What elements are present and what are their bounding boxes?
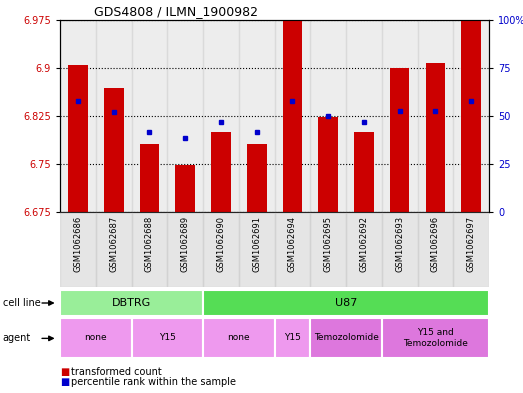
Bar [275,318,310,358]
Bar [167,212,203,287]
Text: GSM1062686: GSM1062686 [74,216,83,272]
Text: GDS4808 / ILMN_1900982: GDS4808 / ILMN_1900982 [95,6,258,18]
Bar [104,88,123,212]
Bar [239,212,275,287]
Bar [382,318,489,358]
Bar [60,212,96,287]
Bar [96,212,132,287]
Bar [382,20,417,212]
Bar [211,132,231,212]
Bar [203,318,275,358]
Text: percentile rank within the sample: percentile rank within the sample [71,377,235,387]
Text: GSM1062690: GSM1062690 [217,216,225,272]
Text: Y15 and
Temozolomide: Y15 and Temozolomide [403,328,468,348]
Bar [60,318,132,358]
Text: Temozolomide: Temozolomide [314,334,379,342]
Text: GSM1062688: GSM1062688 [145,216,154,272]
Bar [453,20,489,212]
Bar [68,64,88,212]
Bar [275,20,310,212]
Bar [417,20,453,212]
Text: none: none [85,334,107,342]
Text: ■: ■ [60,367,70,377]
Bar [132,318,203,358]
Bar [390,68,410,212]
Text: GSM1062693: GSM1062693 [395,216,404,272]
Text: GSM1062687: GSM1062687 [109,216,118,272]
Text: GSM1062695: GSM1062695 [324,216,333,272]
Bar [60,20,96,212]
Text: Y15: Y15 [284,334,301,342]
Bar [310,20,346,212]
Bar [132,212,167,287]
Bar [203,290,489,316]
Text: GSM1062689: GSM1062689 [181,216,190,272]
Bar [310,318,382,358]
Bar [461,20,481,212]
Bar [203,20,239,212]
Text: agent: agent [3,333,31,343]
Bar [453,212,489,287]
Bar [175,165,195,212]
Text: DBTRG: DBTRG [112,298,151,308]
Text: none: none [228,334,250,342]
Text: GSM1062696: GSM1062696 [431,216,440,272]
Bar [60,290,203,316]
Text: ■: ■ [60,377,70,387]
Bar [310,212,346,287]
Text: U87: U87 [335,298,357,308]
Bar [346,212,382,287]
Text: transformed count: transformed count [71,367,162,377]
Bar [354,132,374,212]
Bar [203,212,239,287]
Bar [382,212,417,287]
Bar [346,20,382,212]
Text: GSM1062694: GSM1062694 [288,216,297,272]
Bar [96,20,132,212]
Text: GSM1062691: GSM1062691 [252,216,261,272]
Bar [319,117,338,212]
Bar [140,143,160,212]
Bar [247,143,267,212]
Text: Y15: Y15 [159,334,176,342]
Text: GSM1062697: GSM1062697 [467,216,475,272]
Bar [239,20,275,212]
Bar [132,20,167,212]
Bar [282,20,302,212]
Text: cell line: cell line [3,298,40,308]
Text: GSM1062692: GSM1062692 [359,216,368,272]
Bar [417,212,453,287]
Bar [275,212,310,287]
Bar [426,62,445,212]
Bar [167,20,203,212]
